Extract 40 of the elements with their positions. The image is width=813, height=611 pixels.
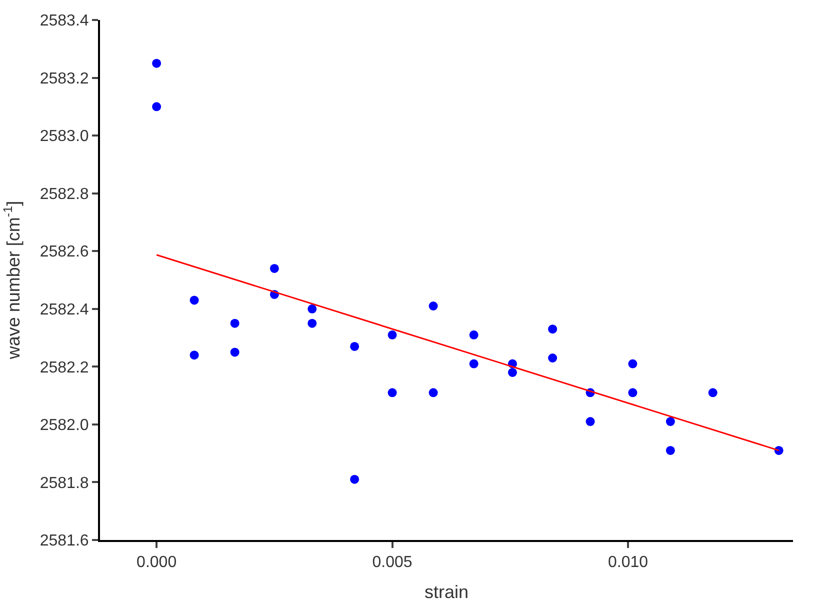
point <box>388 388 397 398</box>
point <box>508 368 517 377</box>
point <box>190 350 199 360</box>
point <box>708 388 718 398</box>
point <box>548 354 558 362</box>
y-tick-label: 2582.4 <box>40 301 89 318</box>
point <box>428 388 438 398</box>
point <box>190 296 199 305</box>
point <box>586 417 595 426</box>
point <box>628 359 638 368</box>
x-tick-label: 0.010 <box>608 554 648 572</box>
point <box>666 446 675 455</box>
x-tick-label: 0.000 <box>136 554 177 572</box>
y-tick-label: 2581.8 <box>40 474 89 492</box>
y-tick-label: 2581.6 <box>40 532 89 550</box>
point <box>308 304 317 314</box>
point <box>628 388 638 398</box>
point <box>469 330 478 340</box>
x-axis-title: strain <box>424 582 469 602</box>
y-tick-label: 2582.6 <box>40 244 89 261</box>
point <box>152 102 162 112</box>
point <box>152 58 162 68</box>
point <box>270 264 279 273</box>
y-tick-label: 2582.0 <box>40 417 89 434</box>
point <box>388 330 397 340</box>
x-tick-label: 0.005 <box>372 554 412 572</box>
y-tick-label: 2583.2 <box>40 70 89 88</box>
point <box>350 342 360 351</box>
y-tick-label: 2582.2 <box>40 359 89 376</box>
point <box>308 318 317 328</box>
point <box>548 324 558 334</box>
point <box>230 318 240 328</box>
y-tick-label: 2583.4 <box>40 12 89 30</box>
point <box>666 417 675 426</box>
point <box>230 348 240 357</box>
y-tick-label: 2583.0 <box>40 128 89 146</box>
point <box>469 359 478 368</box>
y-tick-label: 2582.8 <box>40 186 89 203</box>
point <box>350 474 360 484</box>
point <box>428 302 438 310</box>
